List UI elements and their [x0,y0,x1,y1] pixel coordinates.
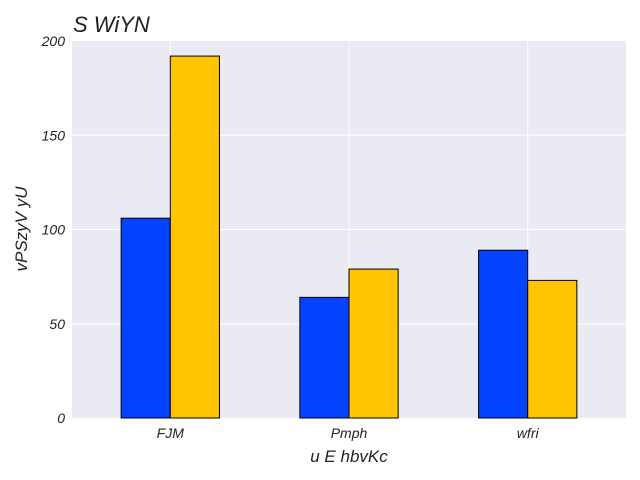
chart-title: S WiYN [73,12,150,37]
y-tick-label: 50 [49,316,65,332]
y-tick-labels: 0 50 100 150 200 [41,33,66,426]
x-tick-label: FJM [157,425,185,441]
bar-series-2-wfri [527,279,578,419]
bars [120,55,578,419]
y-tick-label: 100 [42,222,66,238]
x-tick-label: Pmph [331,425,368,441]
y-tick-label: 150 [42,127,66,143]
bar-series-2-Pmph [348,268,399,419]
bar-series-2-FJM [169,55,220,419]
bar-series-1-wfri [478,249,529,419]
x-tick-label: wfri [517,425,540,441]
bar-series-1-FJM [120,217,171,419]
y-axis-label: vPSzyV yU [12,186,31,272]
bar-series-1-Pmph [299,296,350,419]
x-tick-labels: FJM Pmph wfri [157,425,540,441]
y-tick-label: 200 [41,33,66,49]
y-tick-label: 0 [57,410,65,426]
x-axis-label: u E hbvKc [310,447,388,466]
